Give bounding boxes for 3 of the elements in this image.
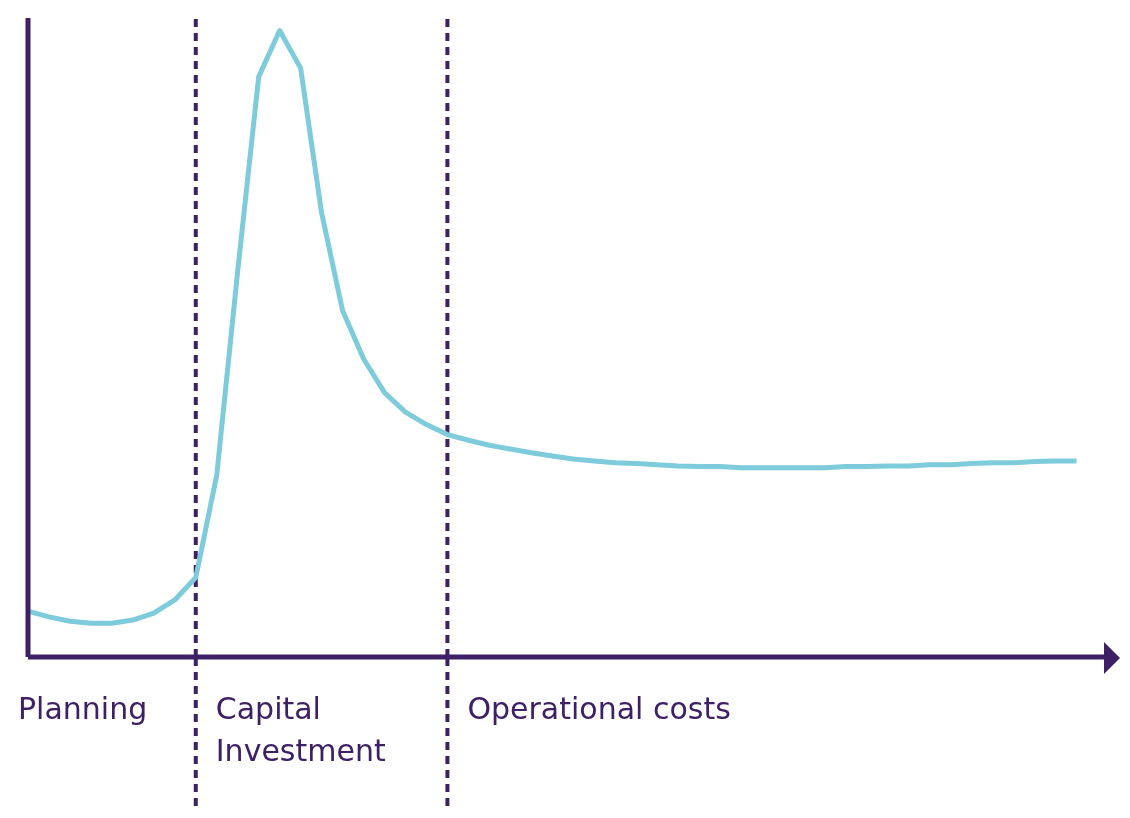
text: Capital Investment	[215, 690, 387, 770]
text: Operational costs	[467, 690, 732, 728]
text: Planning	[18, 690, 149, 728]
